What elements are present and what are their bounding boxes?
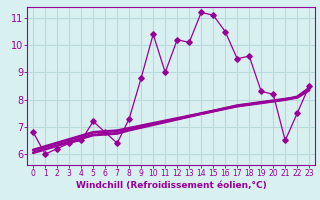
X-axis label: Windchill (Refroidissement éolien,°C): Windchill (Refroidissement éolien,°C) [76, 181, 267, 190]
